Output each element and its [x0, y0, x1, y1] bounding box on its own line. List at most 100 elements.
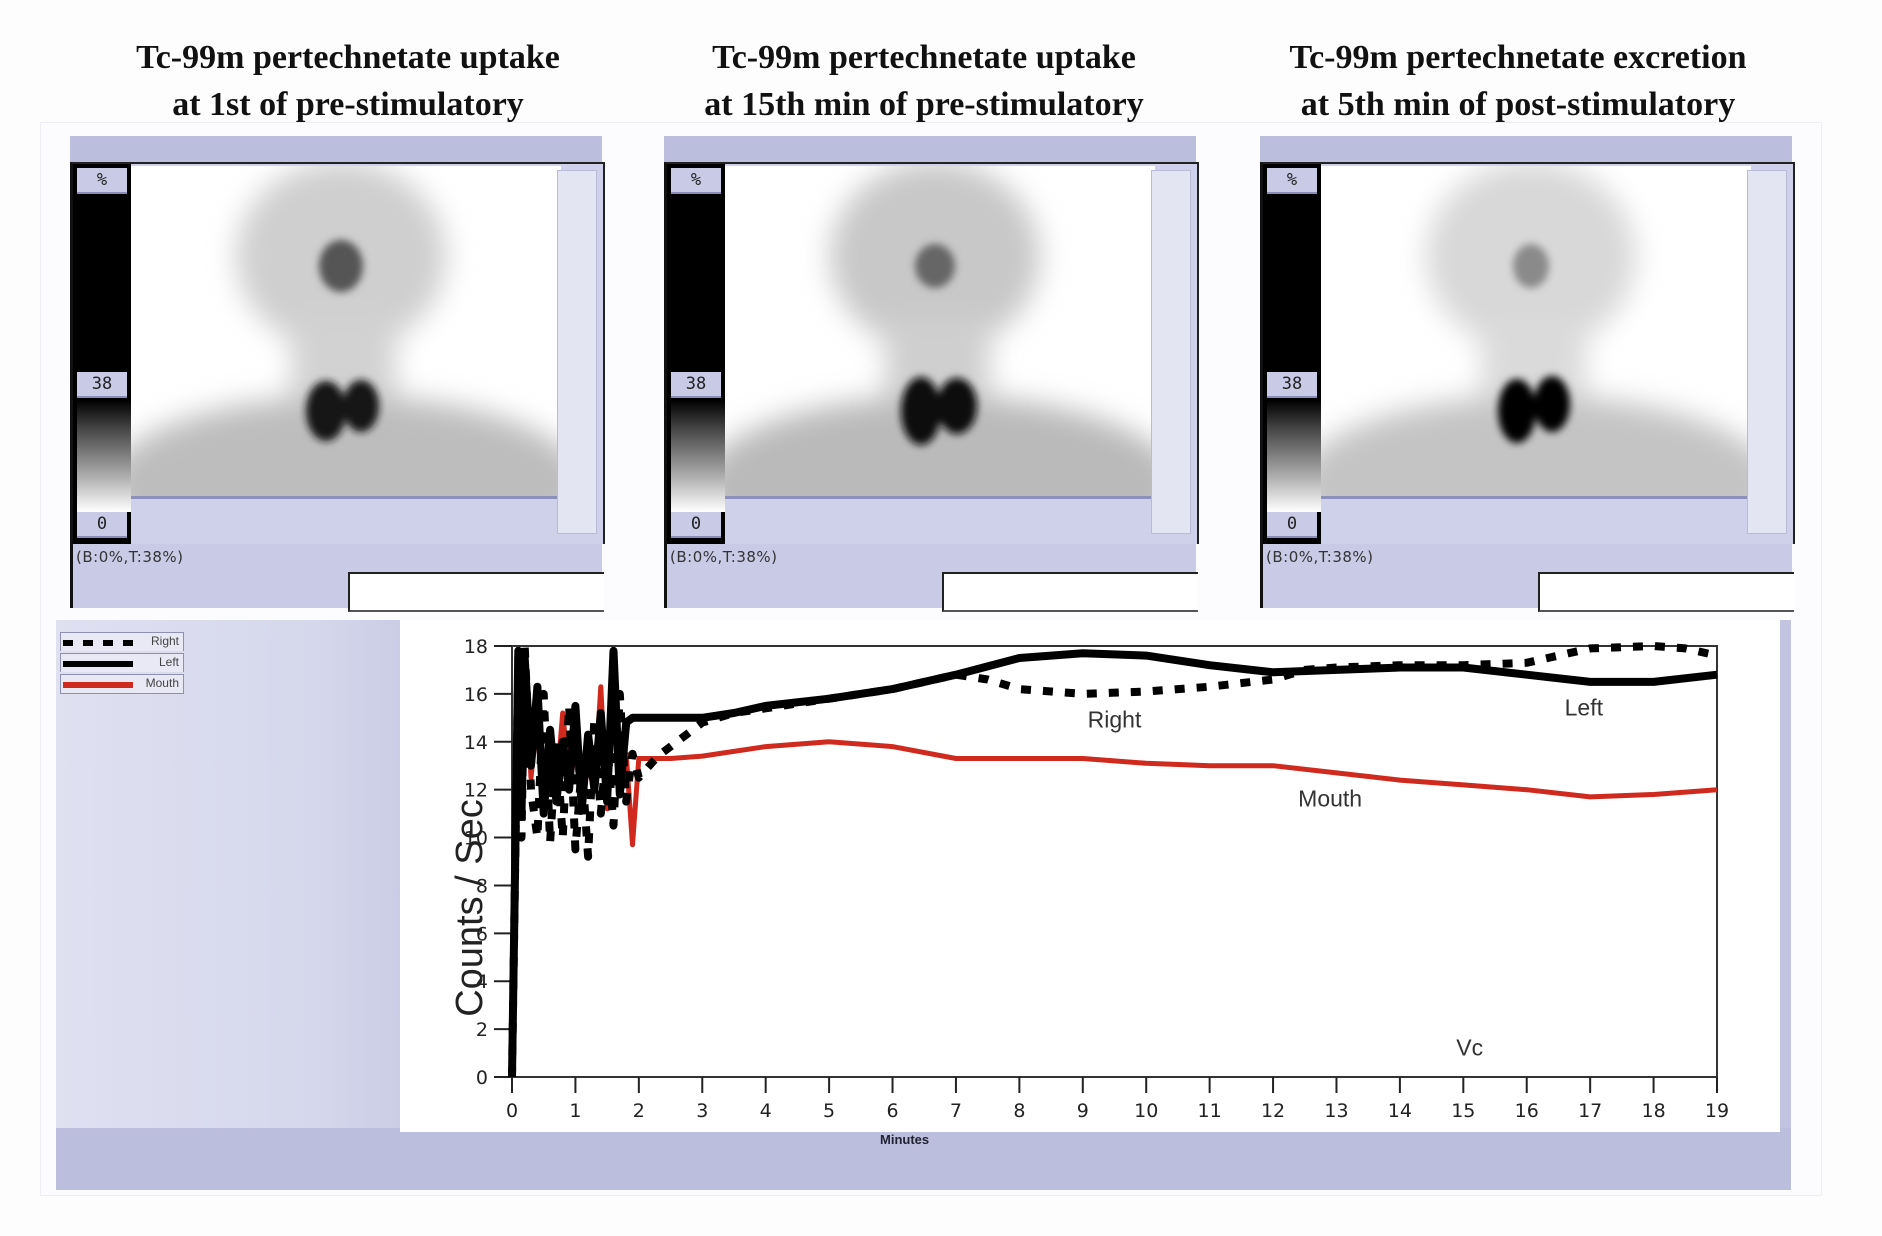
viewer-window: % 38 0	[70, 162, 605, 544]
color-scale-bar: % 38 0	[1263, 164, 1321, 544]
legend-swatch-left	[63, 661, 133, 667]
plot-background	[400, 620, 1780, 1132]
chart-legend: Right Left Mouth	[60, 632, 184, 694]
chart-axes: 0 1 2 3 4 5 6 7 8 9 10 11 12 13 14 15 16 17 18 190246810121…	[464, 636, 1729, 1122]
viewer-titlebar	[664, 136, 1196, 162]
x-tick-label: 17	[1578, 1100, 1602, 1122]
panel-title-2-line1: Tc-99m pertechnetate uptake	[712, 39, 1136, 76]
scale-min-label: 0	[671, 512, 721, 538]
vertical-scrollbar[interactable]	[1151, 170, 1191, 534]
scale-max-label: 38	[671, 372, 721, 398]
grayscale-gradient	[77, 400, 131, 512]
panel-title-2: Tc-99m pertechnetate uptake at 15th min …	[624, 34, 1224, 128]
x-tick-label: 8	[1013, 1100, 1025, 1122]
legend-swatch-right	[63, 640, 133, 646]
viewer-window: % 38 0	[1260, 162, 1795, 544]
viewer-left-border	[1260, 542, 1263, 608]
y-tick-label: 12	[464, 780, 488, 802]
vertical-scrollbar[interactable]	[557, 170, 597, 534]
y-tick-label: 2	[476, 1019, 488, 1041]
x-tick-label: 14	[1388, 1100, 1412, 1122]
y-tick-label: 8	[476, 875, 488, 897]
x-tick-label: 6	[886, 1100, 898, 1122]
y-tick-label: 4	[476, 971, 488, 993]
y-tick-label: 14	[464, 732, 488, 754]
chart-series-layer	[508, 642, 1718, 1078]
viewer-titlebar	[70, 136, 602, 162]
thyroid-scan-image[interactable]	[725, 166, 1155, 499]
panel-title-3-line2: at 5th min of post-stimulatory	[1300, 86, 1736, 123]
legend-label-left: Left	[158, 655, 179, 669]
x-tick-label: 13	[1324, 1100, 1348, 1122]
x-tick-label: 18	[1641, 1100, 1665, 1122]
viewer-left-border	[70, 542, 73, 608]
x-tick-label: 0	[506, 1100, 518, 1122]
scale-unit-label: %	[671, 168, 721, 194]
panel-title-1: Tc-99m pertechnetate uptake at 1st of pr…	[48, 34, 648, 128]
x-tick-label: 10	[1134, 1100, 1158, 1122]
grayscale-gradient	[671, 400, 725, 512]
series-line-right	[508, 642, 1718, 1078]
scintigraphy-viewer-1: % 38 0	[70, 136, 605, 612]
legend-label-right: Right	[150, 634, 179, 648]
scintigraphy-viewer-3: % 38 0 (B:0%,T:38%)	[1260, 136, 1795, 612]
y-tick-label: 18	[464, 636, 488, 658]
scale-min-label: 0	[77, 512, 127, 538]
viewer-window: % 38 0	[664, 162, 1199, 544]
thyroid-scan-image[interactable]	[1321, 166, 1751, 499]
panel-title-3-line1: Tc-99m pertechnetate excretion	[1289, 39, 1747, 76]
x-tick-label: 5	[823, 1100, 835, 1122]
panel-bottom-band	[56, 1128, 1791, 1190]
info-box	[348, 572, 604, 612]
x-tick-label: 7	[950, 1100, 962, 1122]
legend-swatch-mouth	[63, 682, 133, 688]
chart-annotations: Right Left Mouth Vc	[1088, 694, 1604, 1060]
legend-item-left[interactable]: Left	[60, 653, 184, 672]
x-tick-label: 19	[1705, 1100, 1729, 1122]
x-axis-label: Minutes	[880, 1132, 930, 1147]
x-tick-label: 9	[1077, 1100, 1089, 1122]
color-scale-bar: % 38 0	[73, 164, 131, 544]
window-level-status: (B:0%,T:38%)	[76, 548, 184, 566]
chart-annotation-mouth: Mouth	[1298, 785, 1362, 811]
series-line-left	[508, 646, 1718, 1078]
panel-title-3: Tc-99m pertechnetate excretion at 5th mi…	[1218, 34, 1818, 128]
scale-unit-label: %	[77, 168, 127, 194]
x-tick-label: 11	[1198, 1100, 1222, 1122]
chart-annotation-vc: Vc	[1456, 1034, 1483, 1060]
y-tick-label: 16	[464, 684, 488, 706]
panel-title-1-line2: at 1st of pre-stimulatory	[172, 86, 524, 123]
color-scale-bar: % 38 0	[667, 164, 725, 544]
panel-title-2-line2: at 15th min of pre-stimulatory	[704, 86, 1144, 123]
x-tick-label: 3	[696, 1100, 708, 1122]
panel-title-1-line1: Tc-99m pertechnetate uptake	[136, 39, 560, 76]
legend-item-right[interactable]: Right	[60, 632, 184, 651]
scale-unit-label: %	[1267, 168, 1317, 194]
grayscale-gradient	[1267, 400, 1321, 512]
x-tick-label: 12	[1261, 1100, 1285, 1122]
chart-annotation-left: Left	[1565, 694, 1604, 720]
viewer-titlebar	[1260, 136, 1792, 162]
scintigraphy-viewer-2: % 38 0 (B:0%,T:38%)	[664, 136, 1199, 612]
y-tick-label: 0	[476, 1067, 488, 1089]
info-box	[1538, 572, 1794, 612]
chart-annotation-right: Right	[1088, 706, 1142, 732]
x-tick-label: 1	[569, 1100, 581, 1122]
scale-max-label: 38	[77, 372, 127, 398]
scale-max-label: 38	[1267, 372, 1317, 398]
info-box	[942, 572, 1198, 612]
legend-item-mouth[interactable]: Mouth	[60, 674, 184, 694]
window-level-status: (B:0%,T:38%)	[670, 548, 778, 566]
legend-label-mouth: Mouth	[145, 676, 179, 690]
x-tick-label: 2	[633, 1100, 645, 1122]
thyroid-scan-image[interactable]	[131, 166, 561, 499]
y-tick-label: 10	[464, 828, 488, 850]
x-tick-label: 15	[1451, 1100, 1475, 1122]
scale-min-label: 0	[1267, 512, 1317, 538]
vertical-scrollbar[interactable]	[1747, 170, 1787, 534]
x-tick-label: 4	[760, 1100, 772, 1122]
viewer-left-border	[664, 542, 667, 608]
y-tick-label: 6	[476, 923, 488, 945]
x-tick-label: 16	[1515, 1100, 1539, 1122]
